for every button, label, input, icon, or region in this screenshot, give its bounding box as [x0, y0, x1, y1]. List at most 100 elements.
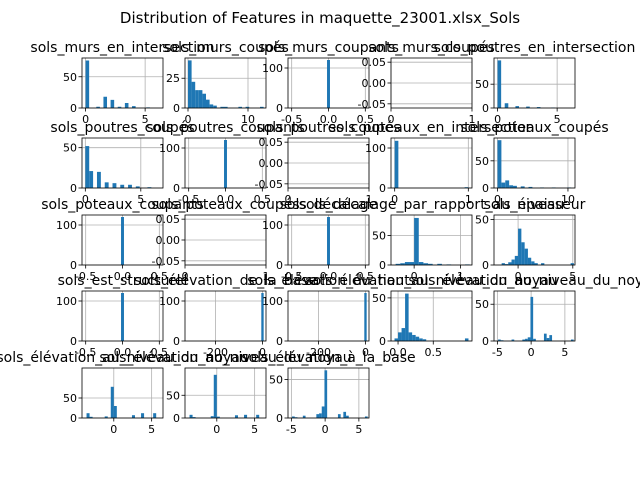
histogram-bar [405, 293, 409, 341]
subplot-title: sols_poutres_coupants [146, 120, 304, 136]
x-tick-label: 10 [241, 113, 255, 126]
histogram-bar [132, 106, 136, 108]
x-tick-label: 1 [263, 270, 270, 283]
subplot-title: sols_élévation_au_niveau_du_noyau [305, 273, 557, 289]
x-tick-label: 0 [362, 346, 369, 359]
histogram-bar [192, 417, 196, 418]
histogram-bar [96, 171, 101, 188]
histogram-bar [104, 416, 108, 418]
subplot-title: sols_poteaux_coupants [41, 197, 204, 213]
histogram-bar [260, 106, 264, 108]
histogram-bar [121, 293, 124, 341]
x-tick-label: 0 [82, 193, 89, 206]
x-tick-label: 5 [561, 346, 568, 359]
subplot-frame [287, 367, 370, 419]
histogram-bar [220, 106, 224, 108]
subplot-frame [287, 290, 370, 342]
histogram-bar [135, 186, 140, 188]
subplot-title: sols_murs_coupants [258, 40, 399, 56]
subplot-panel: -0.5 0.0 0.5 0 100 sols_murs_coupants [258, 40, 399, 126]
x-tick-label: 0 [322, 423, 329, 436]
subplot-title: sols_murs_en_intersection [30, 40, 214, 56]
y-tick-label: 100 [262, 295, 283, 308]
x-tick-label: 0 [185, 113, 192, 126]
histogram-bar [213, 374, 217, 418]
x-tick-label: -200 [306, 346, 331, 359]
y-tick-label: 50 [372, 292, 386, 305]
subplot-frame [390, 290, 473, 342]
x-tick-label: 0 [182, 270, 189, 283]
histogram-bar [346, 415, 349, 418]
x-tick-label: -0.5 [178, 193, 199, 206]
histogram-bar [364, 293, 367, 341]
y-tick-label: 50 [269, 374, 283, 387]
subplot-panel: 0.0 0.5 0 50 sols_élévation_au_niveau_du_noy… [305, 273, 557, 359]
histogram-bar [422, 339, 427, 341]
subplot-title: sols_décalage [280, 197, 378, 213]
histogram-bar [120, 184, 125, 188]
x-tick-label: 0.0 [320, 270, 338, 283]
histogram-bar [110, 99, 115, 108]
x-tick-label: 0 [515, 270, 522, 283]
histogram-bar [464, 338, 469, 341]
y-tick-label: 0.05 [362, 56, 387, 69]
histogram-bar [198, 90, 203, 108]
y-tick-label: 100 [262, 219, 283, 232]
histogram-bar [409, 262, 415, 265]
histogram-bar [415, 336, 420, 341]
x-tick-label: 0 [82, 113, 89, 126]
histogram-bar [104, 182, 109, 188]
figure-title: Distribution of Features in maquette_230… [120, 9, 520, 28]
x-tick-label: 0 [494, 113, 501, 126]
histogram-bar [327, 60, 330, 108]
y-tick-label: 0 [482, 182, 489, 195]
x-tick-label: 0 [494, 193, 501, 206]
x-tick-label: 0 [110, 423, 117, 436]
y-tick-label: -0.05 [255, 178, 283, 191]
x-tick-label: 10 [561, 193, 575, 206]
x-tick-label: -5 [286, 423, 297, 436]
histogram-bar [511, 259, 515, 265]
histogram-bar [224, 106, 228, 108]
histogram-bar [524, 248, 528, 265]
y-tick-label: 0 [379, 182, 386, 195]
x-tick-label: 0 [259, 346, 266, 359]
x-tick-label: 0.0 [217, 193, 235, 206]
x-tick-label: 0 [388, 113, 395, 126]
x-tick-label: 0 [528, 346, 535, 359]
histogram-bar [497, 60, 502, 108]
histogram-bar [527, 337, 531, 341]
histogram-bar [505, 180, 510, 188]
histogram-bar [509, 185, 514, 188]
histogram-bar [96, 106, 100, 108]
subplot-frame [184, 367, 267, 419]
histogram-bar [514, 255, 519, 265]
histogram-bar [89, 171, 94, 188]
y-tick-label: 50 [372, 230, 386, 243]
histogram-bar [549, 335, 553, 341]
subplot-title: sols_poteaux_coupés [151, 197, 299, 213]
histogram-bar [245, 106, 250, 108]
histogram-bar [124, 103, 129, 108]
x-tick-label: 0 [285, 193, 292, 206]
histogram-bar [501, 263, 505, 265]
histogram-bar [324, 370, 328, 418]
y-tick-label: 50 [475, 214, 489, 227]
x-tick-label: 1 [469, 113, 476, 126]
histogram-bar [141, 413, 145, 418]
histogram-bar [128, 184, 132, 188]
histogram-bar [343, 411, 347, 418]
histogram-bar [224, 140, 227, 188]
histogram-bar [521, 242, 525, 265]
subplot-frame [184, 290, 267, 342]
histogram-bar [543, 333, 547, 341]
subplot-frame [81, 57, 164, 109]
